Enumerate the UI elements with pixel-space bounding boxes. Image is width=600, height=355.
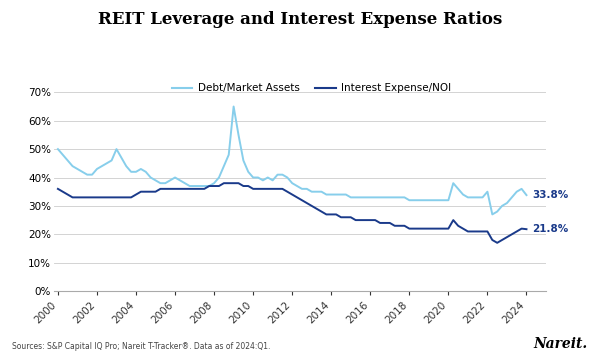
Text: 21.8%: 21.8%	[532, 224, 569, 234]
Text: 33.8%: 33.8%	[532, 190, 569, 200]
Text: REIT Leverage and Interest Expense Ratios: REIT Leverage and Interest Expense Ratio…	[98, 11, 502, 28]
Text: Nareit.: Nareit.	[534, 338, 588, 351]
Legend: Debt/Market Assets, Interest Expense/NOI: Debt/Market Assets, Interest Expense/NOI	[167, 79, 455, 97]
Text: Sources: S&P Capital IQ Pro; Nareit T-Tracker®. Data as of 2024:Q1.: Sources: S&P Capital IQ Pro; Nareit T-Tr…	[12, 343, 271, 351]
